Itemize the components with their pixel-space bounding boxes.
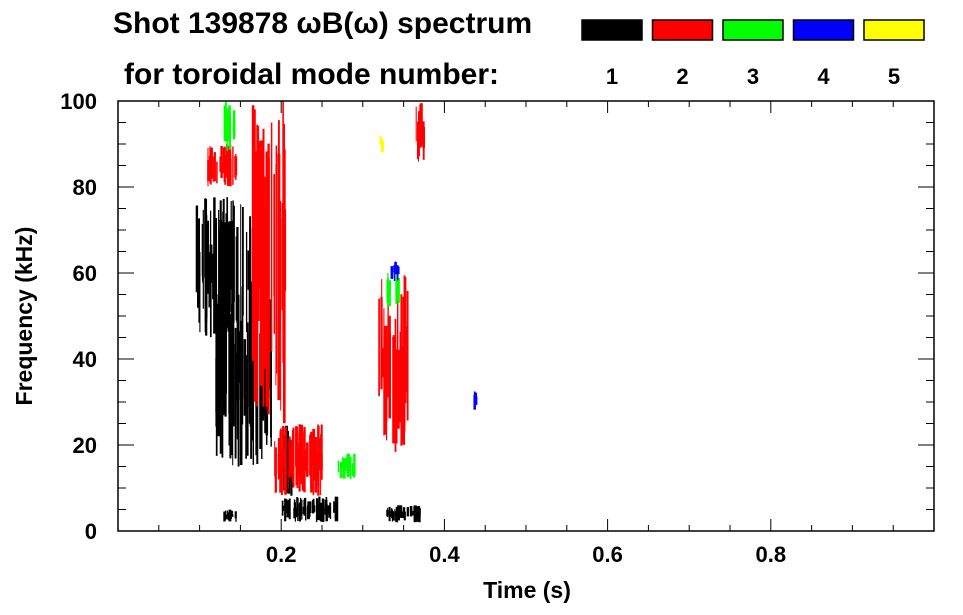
legend-label-mode-4: 4 (817, 64, 830, 89)
x-tick-label: 0.6 (592, 542, 623, 567)
series-mode-5 (379, 135, 384, 153)
legend-swatch-mode-3 (722, 19, 784, 41)
legend-label-mode-5: 5 (888, 64, 900, 89)
y-axis-label: Frequency (kHz) (11, 227, 37, 406)
axes: 0.2 0.4 0.6 0.8 0 20 40 60 80 100 (60, 89, 934, 567)
y-tick-label: 60 (73, 261, 97, 286)
series-mode-1 (195, 197, 421, 523)
x-axis-label: Time (s) (483, 577, 571, 603)
plot-area (195, 101, 478, 523)
legend-swatch-mode-1 (581, 19, 643, 41)
x-tick-label: 0.4 (429, 542, 460, 567)
legend: 1 2 3 4 5 (581, 19, 925, 89)
y-tick-label: 100 (60, 89, 97, 114)
y-tick-label: 40 (73, 347, 97, 372)
y-tick-label: 80 (73, 175, 97, 200)
series-mode-3 (223, 101, 400, 480)
x-tick-label: 0.2 (266, 542, 297, 567)
legend-label-mode-3: 3 (747, 64, 759, 89)
y-tick-label: 0 (85, 519, 97, 544)
x-tick-label: 0.8 (756, 542, 787, 567)
chart-title: Shot 139878 ωB(ω) spectrum (113, 7, 532, 40)
legend-swatch-mode-2 (651, 19, 714, 41)
legend-label-mode-2: 2 (676, 64, 688, 89)
series-mode-2 (207, 101, 426, 496)
legend-swatch-mode-5 (863, 19, 925, 41)
chart-subtitle: for toroidal mode number: (124, 58, 499, 91)
legend-swatch-mode-4 (792, 19, 855, 41)
legend-label-mode-1: 1 (606, 64, 618, 89)
y-tick-label: 20 (73, 433, 97, 458)
series-mode-4 (390, 261, 478, 410)
